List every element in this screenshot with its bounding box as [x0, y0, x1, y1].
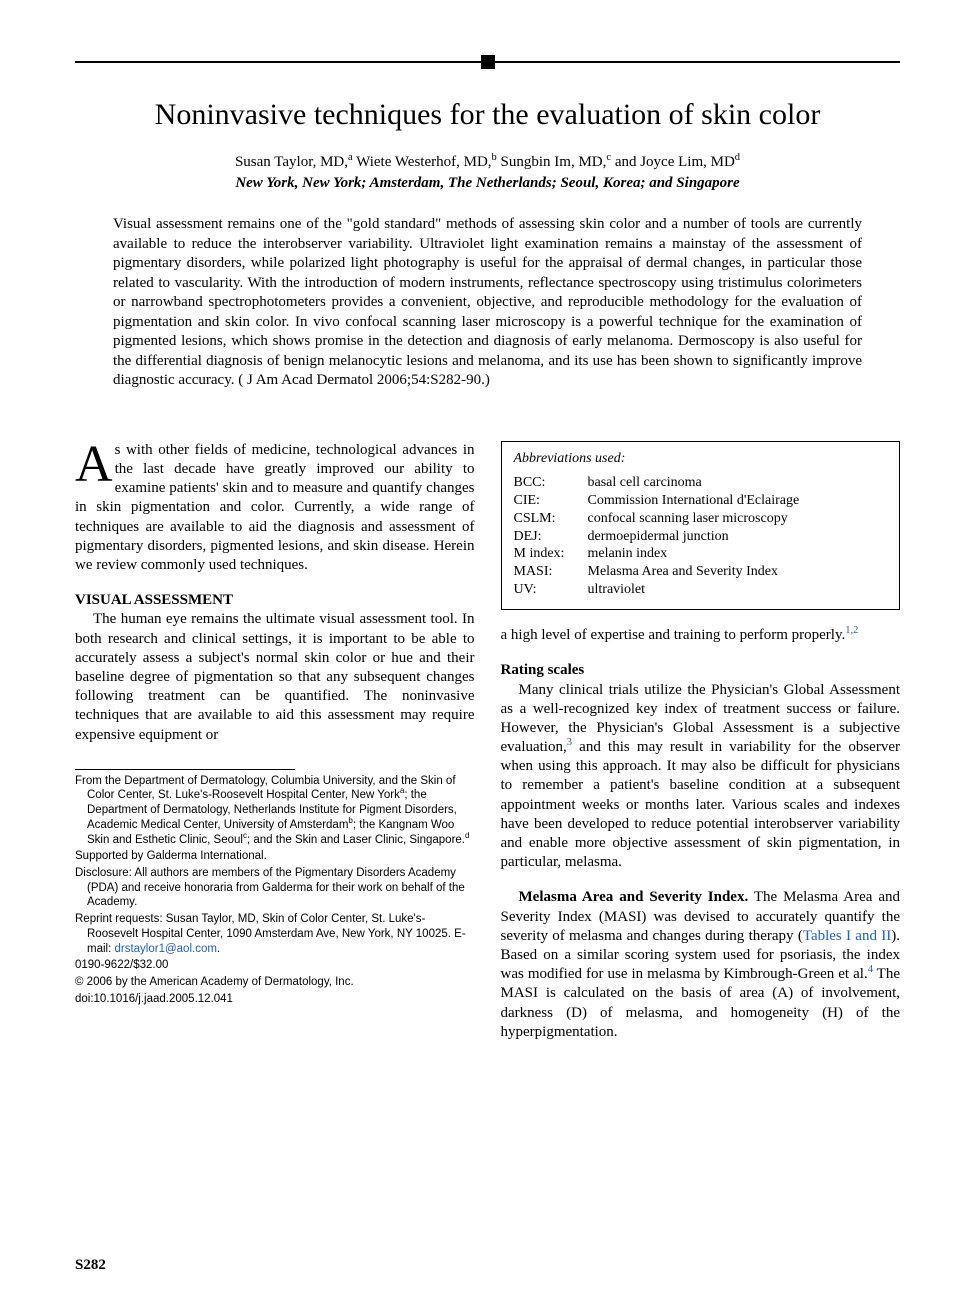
abbr-key: BCC: [514, 474, 588, 492]
heading-visual-assessment: VISUAL ASSESSMENT [75, 591, 475, 610]
ref-1-2[interactable]: 1,2 [845, 625, 858, 636]
abbreviations-list: BCC:basal cell carcinomaCIE:Commission I… [514, 474, 888, 599]
rating-text-2: and this may result in variability for t… [501, 739, 901, 870]
abbr-key: DEJ: [514, 528, 588, 546]
abbr-row: MASI:Melasma Area and Severity Index [514, 563, 888, 581]
abbr-row: CSLM:confocal scanning laser microscopy [514, 510, 888, 528]
abstract: Visual assessment remains one of the "go… [75, 215, 900, 391]
rule-square [481, 55, 495, 69]
abbr-row: BCC:basal cell carcinoma [514, 474, 888, 492]
continuation-paragraph: a high level of expertise and training t… [501, 626, 901, 645]
abbr-value: melanin index [588, 545, 668, 563]
abbr-row: CIE:Commission International d'Eclairage [514, 492, 888, 510]
abbr-value: Melasma Area and Severity Index [588, 563, 779, 581]
affiliations: New York, New York; Amsterdam, The Nethe… [75, 174, 900, 193]
title-rule [75, 55, 900, 69]
footnote-copyright: © 2006 by the American Academy of Dermat… [75, 975, 475, 990]
masi-paragraph: Melasma Area and Severity Index. The Mel… [501, 888, 901, 1042]
left-column: As with other fields of medicine, techno… [75, 441, 475, 1058]
abbr-value: confocal scanning laser microscopy [588, 510, 788, 528]
abbr-key: MASI: [514, 563, 588, 581]
page-number: S282 [75, 1256, 106, 1275]
rating-scales-paragraph: Many clinical trials utilize the Physici… [501, 681, 901, 873]
two-column-body: As with other fields of medicine, techno… [75, 441, 900, 1058]
footnote-disclosure: Disclosure: All authors are members of t… [75, 866, 475, 910]
tables-link[interactable]: Tables I and II [803, 928, 891, 944]
abbr-key: UV: [514, 581, 588, 599]
intro-paragraph: As with other fields of medicine, techno… [75, 441, 475, 575]
abbr-key: CSLM: [514, 510, 588, 528]
right-column: Abbreviations used: BCC:basal cell carci… [501, 441, 901, 1058]
footnote-from: From the Department of Dermatology, Colu… [75, 774, 475, 848]
abbr-key: CIE: [514, 492, 588, 510]
footnote-doi: doi:10.1016/j.jaad.2005.12.041 [75, 992, 475, 1007]
article-title: Noninvasive techniques for the evaluatio… [75, 97, 900, 133]
footnotes-block: From the Department of Dermatology, Colu… [75, 774, 475, 1007]
abbr-row: M index:melanin index [514, 545, 888, 563]
abbreviations-box: Abbreviations used: BCC:basal cell carci… [501, 441, 901, 610]
heading-rating-scales: Rating scales [501, 661, 901, 680]
abbreviations-title: Abbreviations used: [514, 450, 888, 468]
abbr-value: basal cell carcinoma [588, 474, 702, 492]
intro-text: s with other fields of medicine, technol… [75, 442, 475, 573]
abbr-key: M index: [514, 545, 588, 563]
visual-assessment-paragraph: The human eye remains the ultimate visua… [75, 610, 475, 744]
footnote-supported: Supported by Galderma International. [75, 849, 475, 864]
rule-left [75, 61, 481, 63]
dropcap: A [75, 441, 115, 487]
cont-text: a high level of expertise and training t… [501, 627, 846, 643]
footnote-reprint: Reprint requests: Susan Taylor, MD, Skin… [75, 912, 475, 956]
abbr-value: ultraviolet [588, 581, 646, 599]
abbr-row: DEJ:dermoepidermal junction [514, 528, 888, 546]
footnote-rule [75, 769, 295, 770]
abbr-row: UV:ultraviolet [514, 581, 888, 599]
footnote-issn: 0190-9622/$32.00 [75, 958, 475, 973]
masi-runin-heading: Melasma Area and Severity Index. [519, 889, 749, 905]
abbr-value: dermoepidermal junction [588, 528, 729, 546]
rule-right [495, 61, 901, 63]
author-line: Susan Taylor, MD,a Wiete Westerhof, MD,b… [75, 153, 900, 172]
abbr-value: Commission International d'Eclairage [588, 492, 800, 510]
